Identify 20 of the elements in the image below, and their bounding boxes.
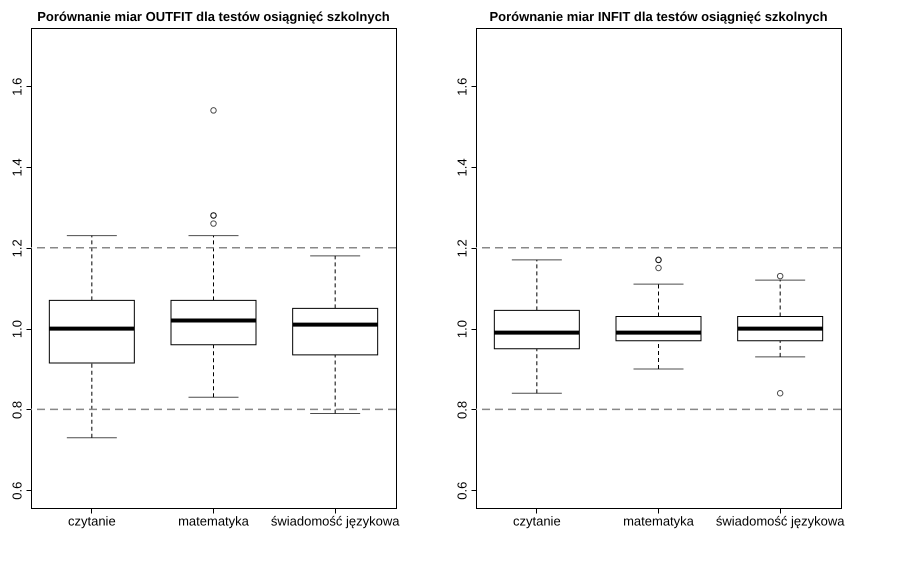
y-tick-label: 1.0 [454,320,470,338]
x-tick-label: matematyka [623,514,695,528]
y-tick-label: 0.6 [454,482,470,500]
chart-title: Porównanie miar OUTFIT dla testów osiągnięć szkolnych [37,9,390,24]
y-tick-label: 1.6 [454,78,470,96]
y-tick-label: 1.2 [454,239,470,258]
y-tick-label: 1.0 [10,320,24,338]
y-tick-label: 0.6 [10,482,24,500]
y-tick-label: 0.8 [454,400,470,419]
x-tick-label: świadomość językowa [270,514,400,528]
y-tick-label: 1.4 [10,158,24,177]
y-tick-label: 1.6 [10,78,24,96]
y-tick-label: 1.4 [454,158,470,177]
x-tick-label: świadomość językowa [716,514,846,528]
chart-title: Porównanie miar INFIT dla testów osiągnięć szkolnych [489,9,828,24]
x-tick-label: czytanie [512,514,561,528]
y-tick-label: 1.2 [10,239,24,258]
y-tick-label: 0.8 [10,400,24,419]
x-tick-label: czytanie [68,514,116,528]
x-tick-label: matematyka [178,514,250,528]
